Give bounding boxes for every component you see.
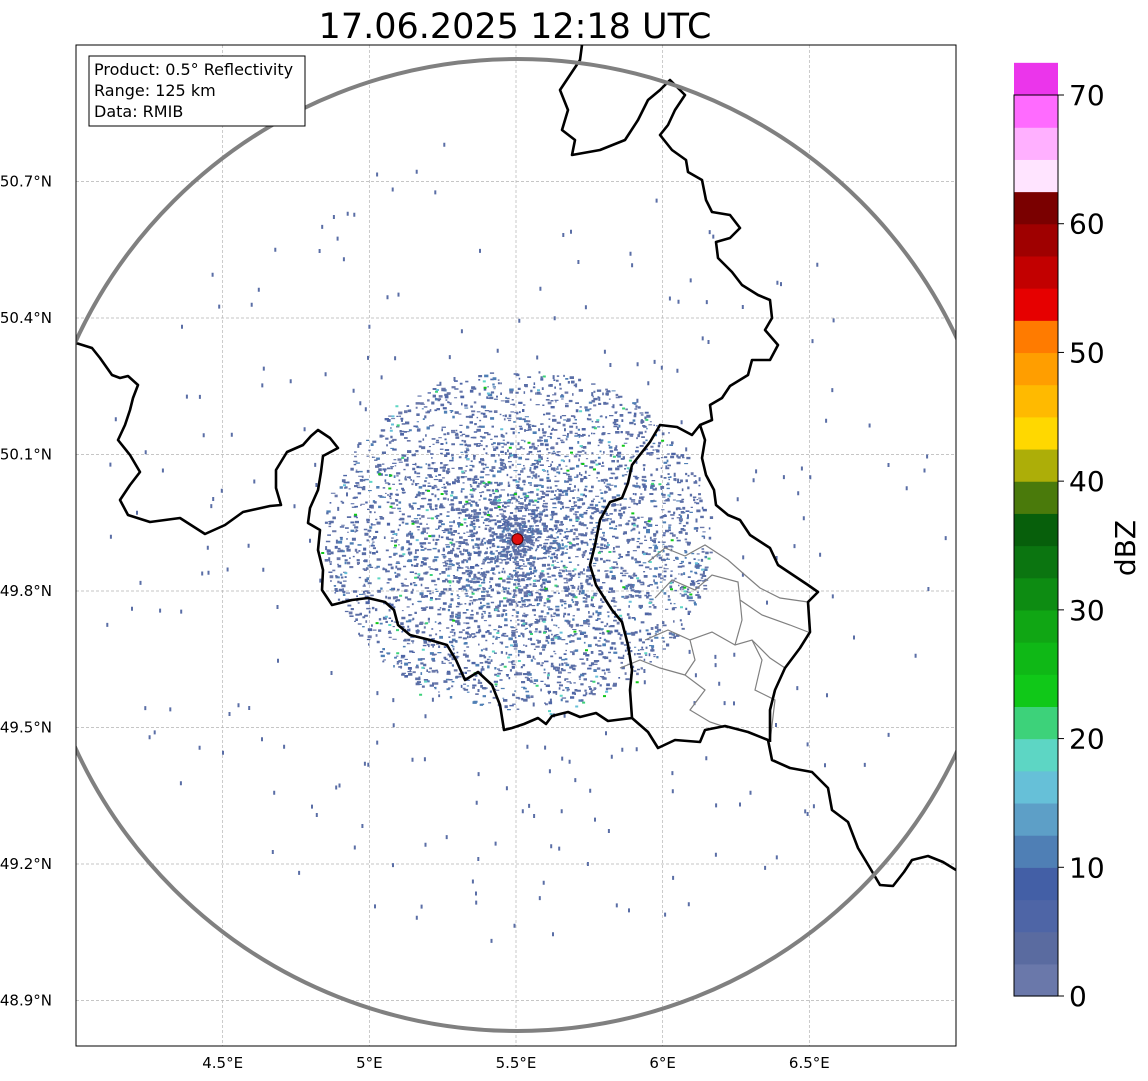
latitude-axis: 50.7°N 50.4°N 50.1°N 49.8°N 49.5°N 49.2°N 48.9… xyxy=(0,173,52,1010)
colorbar-segment xyxy=(1014,835,1058,868)
colorbar-segment xyxy=(1014,62,1058,96)
country-borders xyxy=(76,45,956,888)
colorbar-frame xyxy=(1013,94,1059,997)
colorbar-segment xyxy=(1014,223,1058,257)
map-frame xyxy=(75,44,957,1047)
colorbar-segments xyxy=(1014,62,1058,997)
colorbar-segment xyxy=(1014,448,1058,482)
colorbar-tick-label: 70 xyxy=(1069,79,1105,112)
lon-tick-label: 6.5°E xyxy=(789,1054,830,1072)
colorbar-segment xyxy=(1014,159,1058,193)
info-box: Product: 0.5° Reflectivity Range: 125 km… xyxy=(88,55,306,127)
colorbar-segment xyxy=(1014,288,1058,321)
colorbar-segment xyxy=(1014,609,1058,643)
colorbar-tick-label: 30 xyxy=(1069,594,1105,627)
map-title: 17.06.2025 12:18 UTC xyxy=(319,7,712,47)
colorbar-ticks: 0 10 20 30 40 50 60 70 xyxy=(1058,79,1105,1013)
gridlines xyxy=(76,45,956,1046)
colorbar-tick-label: 40 xyxy=(1069,465,1105,498)
colorbar-segment xyxy=(1014,384,1058,418)
colorbar-segment xyxy=(1014,802,1058,836)
colorbar-tick-label: 10 xyxy=(1069,851,1105,884)
colorbar-segment xyxy=(1014,95,1058,128)
colorbar-tick-label: 0 xyxy=(1069,980,1087,1013)
radar-site-marker[interactable] xyxy=(511,533,524,546)
lat-tick-label: 50.1°N xyxy=(0,446,52,464)
colorbar-segment xyxy=(1014,255,1058,289)
colorbar-segment xyxy=(1014,352,1058,386)
lat-tick-label: 49.5°N xyxy=(0,719,52,737)
colorbar-segment xyxy=(1014,513,1058,547)
lat-tick-label: 49.2°N xyxy=(0,855,52,873)
longitude-axis: 4.5°E 5°E 5.5°E 6°E 6.5°E xyxy=(202,1054,830,1072)
colorbar-segment xyxy=(1014,899,1058,933)
colorbar-segment xyxy=(1014,577,1058,611)
info-box-frame xyxy=(88,55,306,127)
colorbar-segment xyxy=(1014,191,1058,225)
lon-tick-label: 6°E xyxy=(649,1054,676,1072)
colorbar-segment xyxy=(1014,127,1058,160)
colorbar-tick-label: 60 xyxy=(1069,208,1105,241)
lon-tick-label: 5.5°E xyxy=(496,1054,537,1072)
colorbar-tick-label: 50 xyxy=(1069,336,1105,369)
colorbar-segment xyxy=(1014,545,1058,579)
colorbar-segment xyxy=(1014,738,1058,772)
colorbar-segment xyxy=(1014,674,1058,707)
lat-tick-label: 49.8°N xyxy=(0,582,52,600)
colorbar: 0 10 20 30 40 50 60 70 dBZ xyxy=(1013,62,1142,1013)
lat-tick-label: 50.7°N xyxy=(0,173,52,191)
range-ring xyxy=(76,57,956,1033)
lon-tick-label: 5°E xyxy=(356,1054,383,1072)
colorbar-segment xyxy=(1014,706,1058,740)
lat-tick-label: 50.4°N xyxy=(0,309,52,327)
colorbar-segment xyxy=(1014,963,1058,997)
lon-tick-label: 4.5°E xyxy=(202,1054,243,1072)
colorbar-segment xyxy=(1014,481,1058,514)
colorbar-segment xyxy=(1014,931,1058,965)
colorbar-label: dBZ xyxy=(1109,520,1142,576)
info-product: Product: 0.5° Reflectivity xyxy=(94,60,293,79)
colorbar-segment xyxy=(1014,642,1058,675)
colorbar-segment xyxy=(1014,770,1058,804)
colorbar-segment xyxy=(1014,867,1058,901)
colorbar-tick-label: 20 xyxy=(1069,723,1105,756)
map-area[interactable]: Product: 0.5° Reflectivity Range: 125 km… xyxy=(31,44,1003,1047)
colorbar-segment xyxy=(1014,320,1058,354)
info-data: Data: RMIB xyxy=(94,102,183,121)
colorbar-segment xyxy=(1014,416,1058,450)
lat-tick-label: 48.9°N xyxy=(0,992,52,1010)
info-range: Range: 125 km xyxy=(94,81,216,100)
